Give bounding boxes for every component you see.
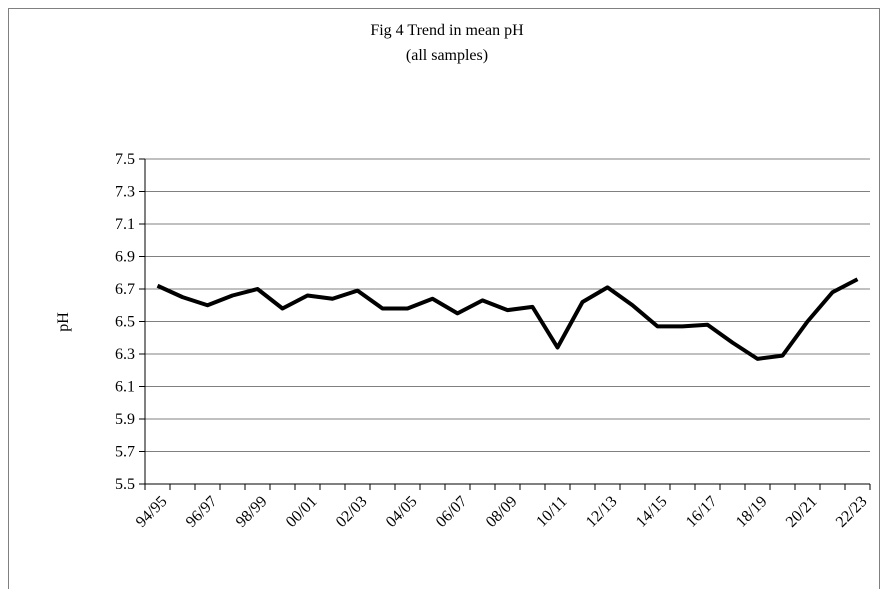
x-tick-label: 02/03 bbox=[333, 493, 371, 531]
x-tick-label: 20/21 bbox=[783, 493, 821, 531]
x-tick-label: 96/97 bbox=[183, 493, 221, 531]
x-tick-label: 08/09 bbox=[483, 493, 521, 531]
y-tick-label: 5.9 bbox=[115, 411, 135, 428]
y-tick-label: 7.3 bbox=[115, 184, 135, 201]
x-tick-label: 06/07 bbox=[433, 493, 471, 531]
x-tick-label: 12/13 bbox=[583, 493, 621, 531]
y-tick-label: 7.5 bbox=[115, 151, 135, 168]
chart-frame bbox=[8, 8, 880, 589]
y-tick-label: 5.7 bbox=[115, 444, 135, 461]
x-tick-label: 18/19 bbox=[733, 493, 771, 531]
chart-subtitle: (all samples) bbox=[406, 47, 488, 64]
y-tick-label: 6.9 bbox=[115, 249, 135, 266]
y-tick-label: 7.1 bbox=[115, 216, 135, 233]
y-tick-label: 6.7 bbox=[115, 281, 135, 298]
chart-title: Fig 4 Trend in mean pH bbox=[370, 22, 524, 39]
x-tick-label: 94/95 bbox=[133, 493, 171, 531]
data-line bbox=[156, 277, 859, 361]
y-tick-label: 6.5 bbox=[115, 314, 135, 331]
x-tick-label: 16/17 bbox=[683, 493, 721, 531]
x-tick-label: 10/11 bbox=[533, 493, 570, 530]
y-axis-label: pH bbox=[55, 312, 72, 332]
x-tick-label: 22/23 bbox=[833, 493, 871, 531]
y-tick-label: 6.1 bbox=[115, 379, 135, 396]
x-tick-label: 98/99 bbox=[233, 493, 271, 531]
x-tick-label: 14/15 bbox=[633, 493, 671, 531]
y-tick-label: 6.3 bbox=[115, 346, 135, 363]
x-tick-label: 04/05 bbox=[383, 493, 421, 531]
x-tick-label: 00/01 bbox=[283, 493, 321, 531]
y-tick-label: 5.5 bbox=[115, 476, 135, 493]
